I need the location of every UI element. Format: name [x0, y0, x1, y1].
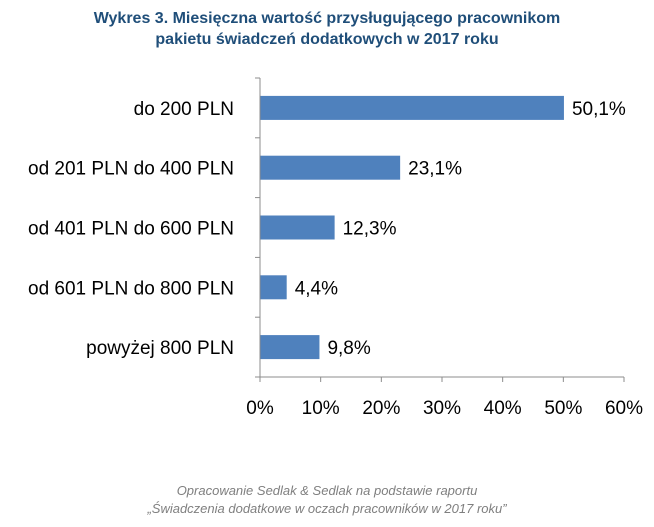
source-note-line-2: „Świadczenia dodatkowe w oczach pracowni…	[147, 501, 507, 516]
bar-2	[260, 155, 401, 180]
bar-3	[260, 215, 335, 240]
value-label-4: 4,4%	[295, 278, 338, 299]
bar-5	[260, 335, 320, 360]
x-tick-label-1: 0%	[246, 398, 274, 419]
category-label-2: od 201 PLN do 400 PLN	[28, 159, 234, 180]
category-label-1: do 200 PLN	[134, 99, 234, 120]
source-note-line-1: Opracowanie Sedlak & Sedlak na podstawie…	[176, 483, 478, 498]
category-label-5: powyżej 800 PLN	[86, 338, 234, 359]
chart-title-line-2: pakietu świadczeń dodatkowych w 2017 rok…	[155, 31, 499, 48]
value-label-3: 12,3%	[343, 219, 397, 240]
category-label-4: od 601 PLN do 800 PLN	[28, 278, 234, 299]
source-note: Opracowanie Sedlak & Sedlak na podstawie…	[0, 482, 654, 518]
bar-4	[260, 275, 287, 300]
x-tick-label-7: 60%	[605, 398, 643, 419]
x-tick-label-3: 20%	[362, 398, 400, 419]
chart-title-line-1: Wykres 3. Miesięczna wartość przysługują…	[93, 10, 561, 27]
value-label-1: 50,1%	[572, 99, 626, 120]
x-tick-label-4: 30%	[423, 398, 461, 419]
chart-title: Wykres 3. Miesięczna wartość przysługują…	[0, 8, 654, 50]
x-tick-label-6: 50%	[544, 398, 582, 419]
x-tick-label-5: 40%	[484, 398, 522, 419]
value-label-5: 9,8%	[327, 338, 370, 359]
value-label-2: 23,1%	[408, 159, 462, 180]
bar-1	[260, 95, 564, 120]
category-label-3: od 401 PLN do 600 PLN	[28, 219, 234, 240]
x-tick-label-2: 10%	[302, 398, 340, 419]
bar-chart: do 200 PLN 50,1% od 201 PLN do 400 PLN 23,1…	[28, 77, 643, 419]
